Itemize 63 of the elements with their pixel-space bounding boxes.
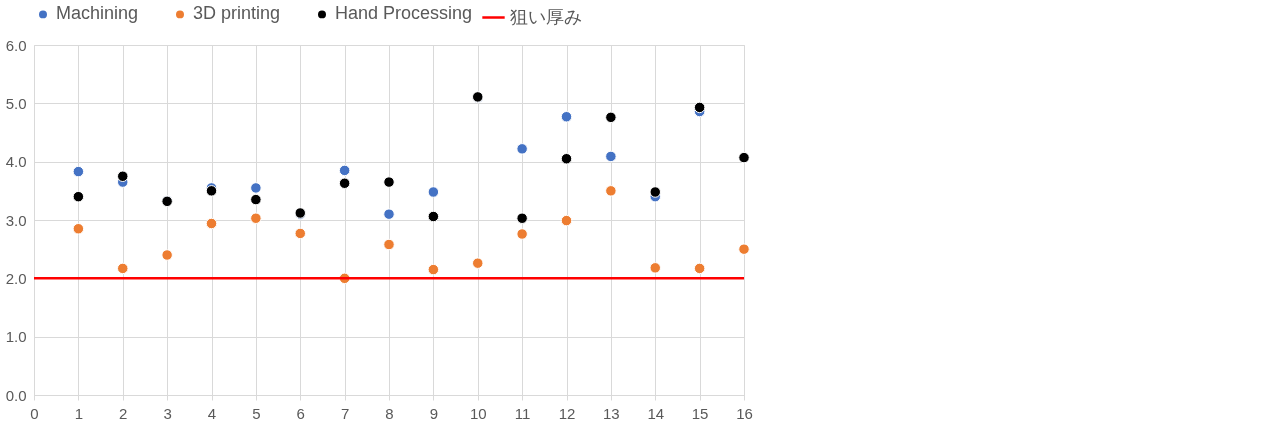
legend-label: Machining (56, 3, 139, 24)
point (427, 263, 440, 276)
point (560, 214, 573, 227)
y-tick-label: 4.0 (5, 153, 27, 171)
point (72, 223, 85, 235)
point (516, 212, 528, 224)
legend-label: 狙い厚み (510, 6, 582, 27)
point (649, 186, 661, 198)
point (117, 170, 129, 182)
point (338, 164, 351, 177)
point (516, 143, 528, 155)
point (738, 243, 750, 255)
x-tick-label: 14 (647, 404, 665, 422)
point (117, 262, 129, 275)
x-tick-label: 12 (558, 404, 576, 422)
y-tick-label: 0.0 (5, 386, 27, 404)
point (649, 262, 661, 274)
point (560, 153, 573, 165)
point (383, 208, 395, 220)
x-tick-label: 15 (691, 404, 709, 422)
point (427, 186, 440, 198)
point (72, 190, 85, 203)
point (693, 101, 706, 114)
x-tick-label: 3 (163, 404, 172, 422)
point (294, 227, 306, 240)
x-tick-label: 5 (252, 404, 261, 422)
point (427, 210, 440, 223)
point (605, 111, 617, 124)
point (738, 151, 750, 164)
x-tick-label: 4 (207, 404, 217, 422)
y-tick-label: 2.0 (5, 269, 27, 287)
point (205, 217, 218, 230)
y-tick-label: 3.0 (5, 211, 27, 229)
point (250, 212, 262, 224)
point (161, 249, 173, 261)
x-tick-label: 8 (385, 404, 394, 422)
x-tick-label: 2 (119, 404, 128, 422)
x-tick-label: 13 (603, 404, 620, 422)
point (338, 177, 351, 189)
legend-label: 3D printing (193, 3, 281, 24)
point (693, 262, 706, 275)
x-tick-label: 11 (514, 404, 531, 422)
point (383, 176, 395, 188)
x-tick-label: 9 (429, 404, 439, 422)
y-tick-label: 6.0 (5, 36, 27, 54)
point (72, 165, 85, 178)
point (472, 257, 484, 269)
x-tick-label: 6 (296, 404, 305, 422)
y-tick-label: 5.0 (5, 94, 27, 112)
point (250, 182, 262, 194)
point (516, 228, 528, 240)
point (383, 238, 395, 251)
x-tick-label: 16 (736, 404, 753, 422)
point (250, 193, 262, 206)
point (605, 185, 617, 197)
point (560, 111, 573, 123)
x-tick-label: 7 (340, 404, 350, 422)
x-tick-label: 0 (30, 404, 39, 422)
legend-label: Hand Processing (335, 3, 473, 24)
y-tick-label: 1.0 (5, 328, 27, 346)
point (605, 150, 617, 163)
x-tick-label: 1 (74, 404, 84, 422)
x-tick-label: 10 (469, 404, 487, 422)
